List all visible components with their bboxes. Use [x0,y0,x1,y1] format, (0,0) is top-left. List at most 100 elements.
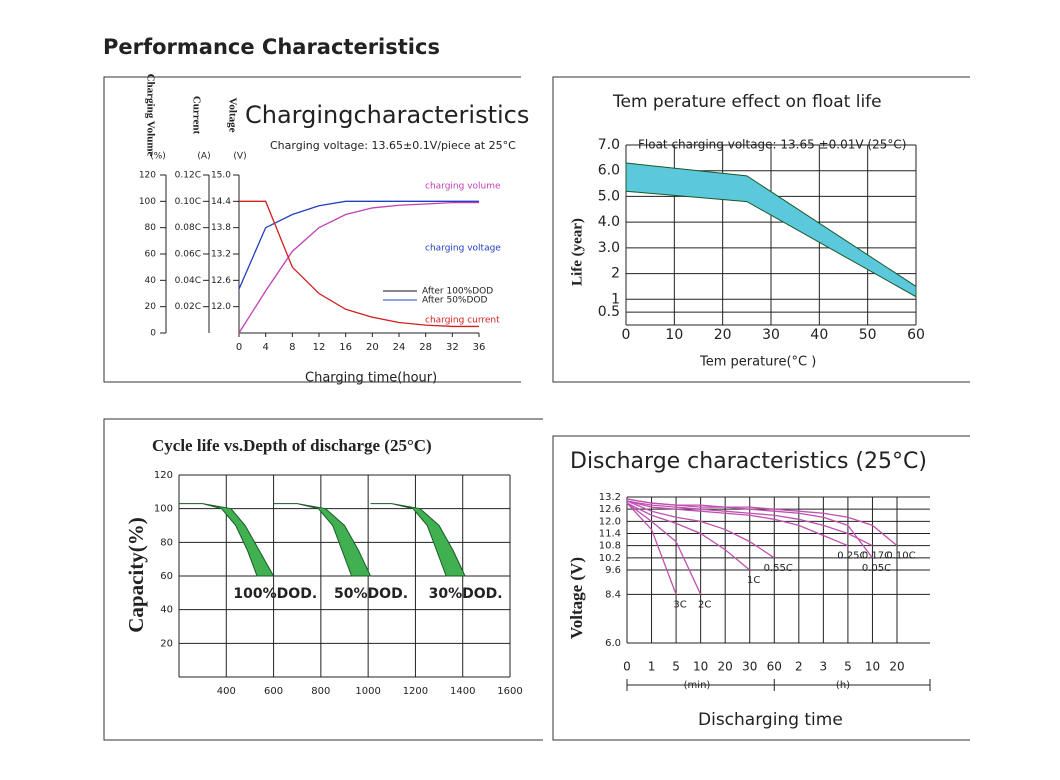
x-tick-label: 20 [366,342,379,353]
y-tick-label: 0.5 [598,304,620,320]
axis-title: Charging Volume [144,74,156,157]
chart-subtitle: Charging voltage: 13.65±0.1V/piece at 25… [270,139,516,152]
y-tick-label: 13.2 [599,492,621,503]
x-tick-label: 8 [289,342,295,353]
x-unit-label: (h) [836,680,850,691]
series-label: 0.10C [886,551,915,562]
axis-title: Voltage [226,97,238,132]
band-area [625,162,917,298]
series-label: 0.05C [862,563,891,574]
x-tick-label: 400 [217,686,236,697]
x-tick-label: 24 [393,342,406,353]
series-line [239,200,479,328]
x-tick-label: 1 [648,660,656,674]
x-tick-label: 30 [742,660,757,674]
y-tick-label: 40 [160,605,173,616]
series-label: 0.25C [837,551,866,562]
legend-label: After 50%DOD [422,296,487,306]
y-tick-label: 6.0 [598,163,620,179]
y-tick-label: 20 [160,638,173,649]
y-tick-label: 2 [611,266,620,282]
x-tick-label: 36 [473,342,486,353]
y-tick-label: 10.2 [599,553,621,564]
x-tick-label: 800 [311,686,330,697]
x-tick-label: 20 [714,327,732,343]
y3-tick-label: 15.0 [211,171,231,181]
series-line [626,502,751,571]
chart-title: Chargingcharacteristics [245,101,529,129]
y-tick-label: 100 [139,197,156,207]
y-tick-label: 6.0 [605,638,621,649]
y-tick-label: 1 [611,291,620,307]
series-label: charging voltage [425,244,501,254]
y3-tick-label: 13.8 [211,223,231,233]
x-tick-label: 50 [859,327,877,343]
y-tick-label: 40 [145,276,157,286]
y-tick-label: 80 [145,223,157,233]
x-tick-label: 10 [693,660,708,674]
x-tick-label: 1400 [450,686,475,697]
y-tick-label: 0 [150,329,156,339]
panel-frame [552,76,970,383]
legend-label: After 100%DOD [422,287,493,297]
x-tick-label: 60 [907,327,925,343]
x-axis-label: Tem perature(°C ) [699,355,816,370]
series-line [626,500,775,559]
x-unit-label: (min) [684,680,711,691]
y-tick-label: 100 [154,504,173,515]
y-tick-label: 80 [160,537,173,548]
y-axis-label: Life (year) [569,218,585,286]
y2-tick-label: 0.02C [175,302,201,312]
page-title: Performance Characteristics [103,35,440,59]
y-tick-label: 60 [145,250,157,260]
x-tick-label: 20 [718,660,733,674]
x-tick-label: 20 [889,660,904,674]
x-tick-label: 12 [313,342,326,353]
y-tick-label: 8.4 [605,589,621,600]
series-label: 3C [673,599,686,610]
y2-tick-label: 0.04C [175,276,201,286]
y3-tick-label: 12.0 [211,302,231,312]
x-tick-label: 16 [339,342,352,353]
x-tick-label: 32 [446,342,459,353]
x-tick-label: 60 [767,660,782,674]
y-tick-label: 120 [154,470,173,481]
x-tick-label: 1000 [355,686,380,697]
x-tick-label: 1200 [403,686,428,697]
y2-tick-label: 0.12C [175,171,201,181]
series-line [626,502,702,595]
y-axis-label: Capacity(%) [124,517,148,632]
y-tick-label: 4.0 [598,214,620,230]
x-tick-label: 10 [665,327,683,343]
x-tick-label: 10 [865,660,880,674]
x-tick-label: 30 [762,327,780,343]
y-tick-label: 12.6 [599,504,621,515]
axis-unit: (V) [233,152,246,162]
band-area [273,503,372,577]
x-tick-label: 1600 [497,686,522,697]
band-label: 30%DOD. [429,586,503,602]
band-label: 50%DOD. [334,586,408,602]
series-line [238,202,479,334]
series-line [626,500,849,547]
x-tick-label: 4 [262,342,268,353]
chart-title: Tem perature effect on float life [612,92,882,112]
x-tick-label: 0 [622,327,631,343]
y-tick-label: 10.8 [599,541,621,552]
y-tick-label: 9.6 [605,565,621,576]
x-tick-label: 2 [795,660,803,674]
panel-frame [103,76,521,383]
y-tick-label: 20 [145,302,157,312]
x-tick-label: 5 [844,660,852,674]
series-line [626,500,873,547]
y2-tick-label: 0.08C [175,223,201,233]
band-area [179,503,275,577]
y-tick-label: 12.0 [599,516,621,527]
series-line [238,200,479,290]
series-label: charging volume [425,182,501,192]
x-axis-label: Charging time(hour) [305,371,437,386]
y-tick-label: 60 [160,571,173,582]
axis-title: Current [190,96,202,135]
y-tick-label: 7.0 [598,137,620,153]
